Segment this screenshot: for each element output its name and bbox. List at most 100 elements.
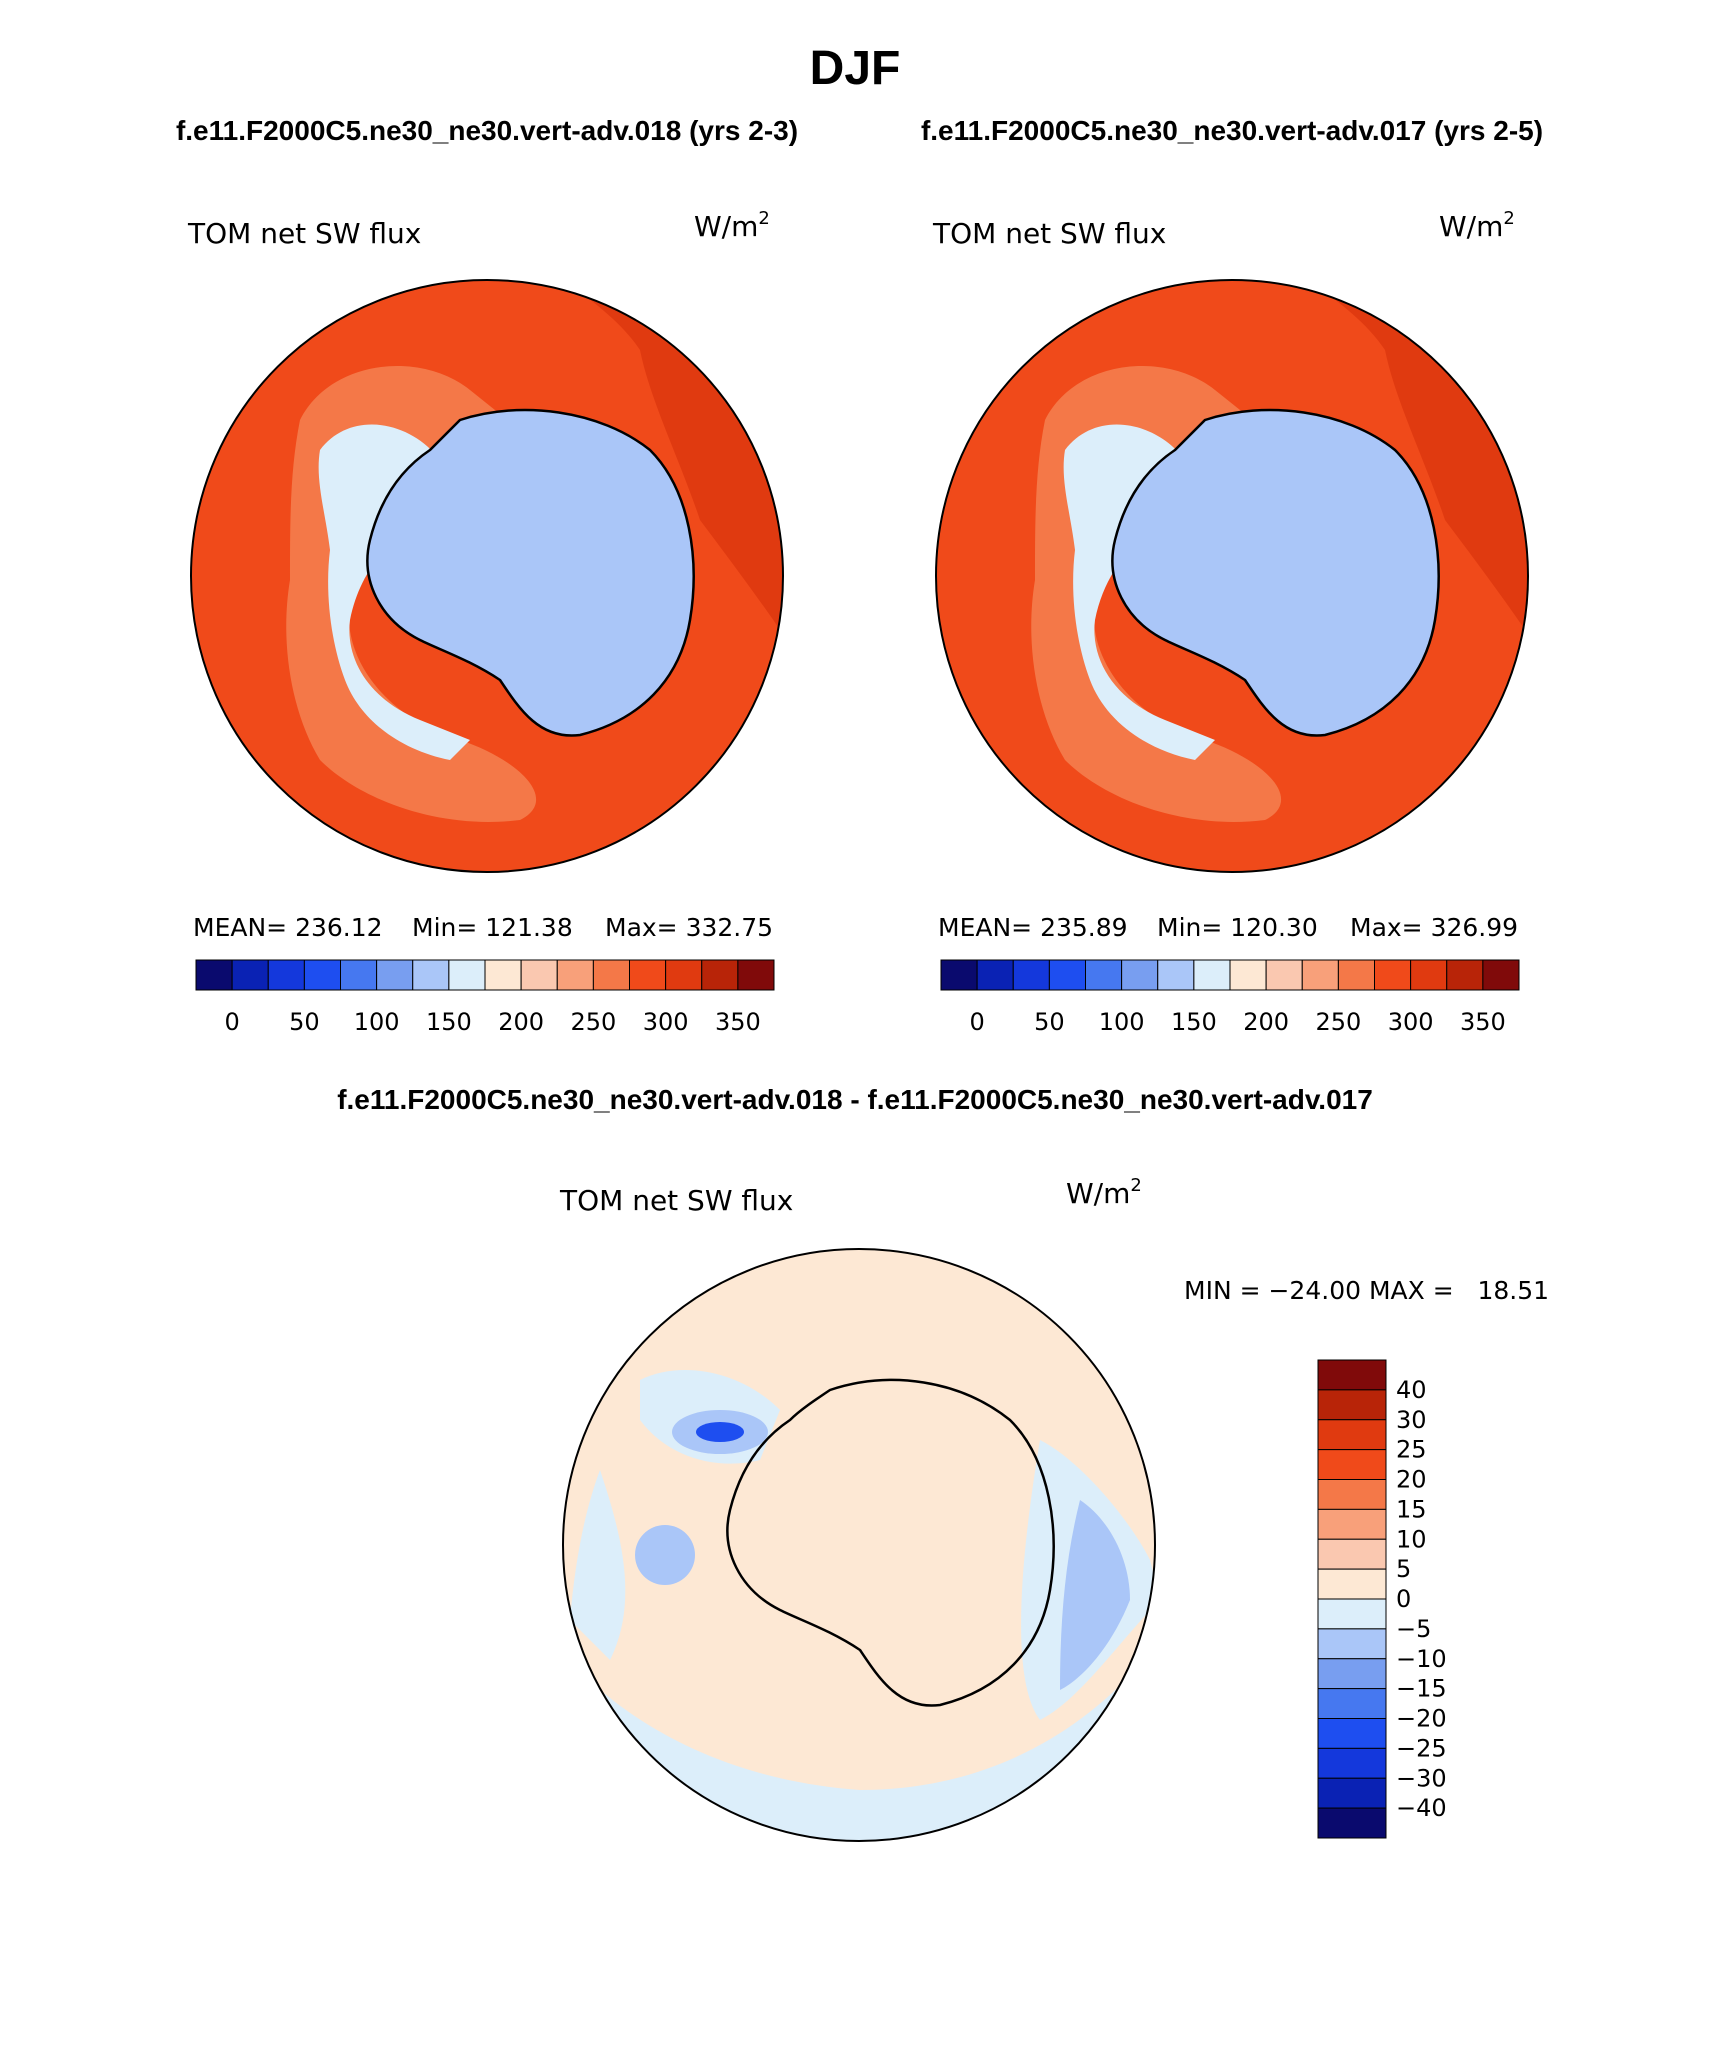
right-colorbar-swatch [1085,959,1123,991]
left-colorbar-label: 350 [715,1008,761,1036]
left-colorbar-swatch [231,959,269,991]
difference-colorbar-swatch [1317,1419,1387,1451]
left-colorbar-swatch [484,959,522,991]
left-units-label: W/m2 [694,208,770,243]
left-colorbar-label: 50 [289,1008,320,1036]
difference-colorbar-label: −20 [1396,1705,1447,1733]
difference-colorbar-swatch [1317,1508,1387,1540]
difference-colorbar-swatch [1317,1747,1387,1779]
difference-colorbar-swatch [1317,1568,1387,1600]
left-colorbar-swatch [737,959,775,991]
right-colorbar-label: 150 [1171,1008,1217,1036]
difference-colorbar-label: −15 [1396,1675,1447,1703]
left-colorbar-label: 200 [498,1008,544,1036]
difference-colorbar-swatch [1317,1658,1387,1690]
right-colorbar-swatch [1410,959,1448,991]
right-map-panel: TOM net SW flux W/m2 MEAN= 235.89 Min= 1… [932,208,1529,1036]
left-colorbar-swatch [448,959,486,991]
difference-colorbar-label: −10 [1396,1645,1447,1673]
right-max-stat: Max= 326.99 [1350,913,1518,942]
left-min-stat: Min= 121.38 [412,913,573,942]
main-title: DJF [810,42,901,95]
difference-colorbar-label: 15 [1396,1495,1427,1523]
difference-colorbar-swatch [1317,1389,1387,1421]
right-colorbar-swatch [1337,959,1375,991]
left-mean-stat: MEAN= 236.12 [193,913,383,942]
right-colorbar-swatch [976,959,1014,991]
left-colorbar-swatch [267,959,305,991]
right-colorbar-label: 0 [969,1008,984,1036]
right-colorbar-swatch [1301,959,1339,991]
left-colorbar-swatch [195,959,233,991]
difference-colorbar-swatch [1317,1688,1387,1719]
right-colorbar-swatch [1229,959,1267,991]
difference-colorbar-label: −30 [1396,1764,1447,1792]
difference-colorbar-swatch [1317,1807,1387,1839]
difference-map-field [563,1249,1155,1841]
right-colorbar-swatch [940,959,978,991]
difference-colorbar-label: 25 [1396,1436,1427,1464]
left-colorbar-swatch [412,959,450,991]
difference-map-panel: TOM net SW flux W/m2 MIN = −24.00 MAX = … [559,1175,1549,1842]
left-variable-label: TOM net SW flux [187,217,421,250]
left-colorbar-swatch [520,959,558,991]
right-colorbar-swatch [1012,959,1050,991]
right-min-stat: Min= 120.30 [1157,913,1318,942]
right-units-label: W/m2 [1439,208,1515,243]
difference-minmax: MIN = −24.00 MAX = 18.51 [1184,1276,1549,1305]
difference-colorbar-swatch [1317,1538,1387,1570]
difference-colorbar-label: 0 [1396,1585,1411,1613]
right-variable-label: TOM net SW flux [932,217,1166,250]
right-colorbar-swatch [1048,959,1086,991]
left-colorbar-swatch [340,959,378,991]
left-map-field [191,280,783,872]
right-map-field [936,280,1528,872]
right-colorbar-label: 250 [1315,1008,1361,1036]
difference-colorbar-label: 10 [1396,1525,1427,1553]
right-colorbar-label: 300 [1388,1008,1434,1036]
right-colorbar-swatch [1193,959,1231,991]
left-colorbar-swatch [665,959,703,991]
left-max-stat: Max= 332.75 [605,913,773,942]
difference-variable-label: TOM net SW flux [559,1184,793,1217]
left-colorbar-swatch [701,959,739,991]
difference-colorbar-label: 30 [1396,1406,1427,1434]
left-colorbar-swatch [376,959,414,991]
right-colorbar-label: 50 [1034,1008,1065,1036]
difference-colorbar-swatch [1317,1628,1387,1660]
right-colorbar-label: 200 [1243,1008,1289,1036]
left-colorbar-label: 100 [354,1008,400,1036]
left-colorbar-label: 150 [426,1008,472,1036]
difference-colorbar-swatch [1317,1777,1387,1809]
right-colorbar-label: 100 [1099,1008,1145,1036]
right-colorbar-swatch [1157,959,1195,991]
left-colorbar-swatch [629,959,667,991]
right-mean-stat: MEAN= 235.89 [938,913,1128,942]
left-colorbar-label: 250 [570,1008,616,1036]
right-panel-title: f.e11.F2000C5.ne30_ne30.vert-adv.017 (yr… [921,115,1543,146]
right-colorbar: 0 50 100 150 200 250 300 350 [940,959,1520,1036]
difference-colorbar-swatch [1317,1359,1387,1391]
difference-colorbar-label: 5 [1396,1555,1411,1583]
left-colorbar-swatch [592,959,630,991]
left-map-panel: TOM net SW flux W/m2 MEAN= 236.12 Min= 1… [187,208,784,1036]
difference-colorbar-label: −5 [1396,1615,1431,1643]
right-map-boundary [935,279,1529,873]
left-colorbar-swatch [556,959,594,991]
difference-colorbar-label: −40 [1396,1794,1447,1822]
left-colorbar-label: 300 [643,1008,689,1036]
difference-map-boundary [562,1248,1156,1842]
left-colorbar: 0 50 100 150 200 250 300 350 [195,959,775,1036]
left-map-boundary [190,279,784,873]
left-panel-title: f.e11.F2000C5.ne30_ne30.vert-adv.018 (yr… [176,115,798,146]
difference-colorbar-swatch [1317,1449,1387,1480]
difference-title: f.e11.F2000C5.ne30_ne30.vert-adv.018 - f… [337,1084,1373,1115]
right-colorbar-swatch [1446,959,1484,991]
difference-colorbar-label: 40 [1396,1376,1427,1404]
left-colorbar-label: 0 [224,1008,239,1036]
difference-colorbar-label: 20 [1396,1466,1427,1494]
difference-colorbar-swatch [1317,1479,1387,1510]
right-colorbar-swatch [1482,959,1520,991]
